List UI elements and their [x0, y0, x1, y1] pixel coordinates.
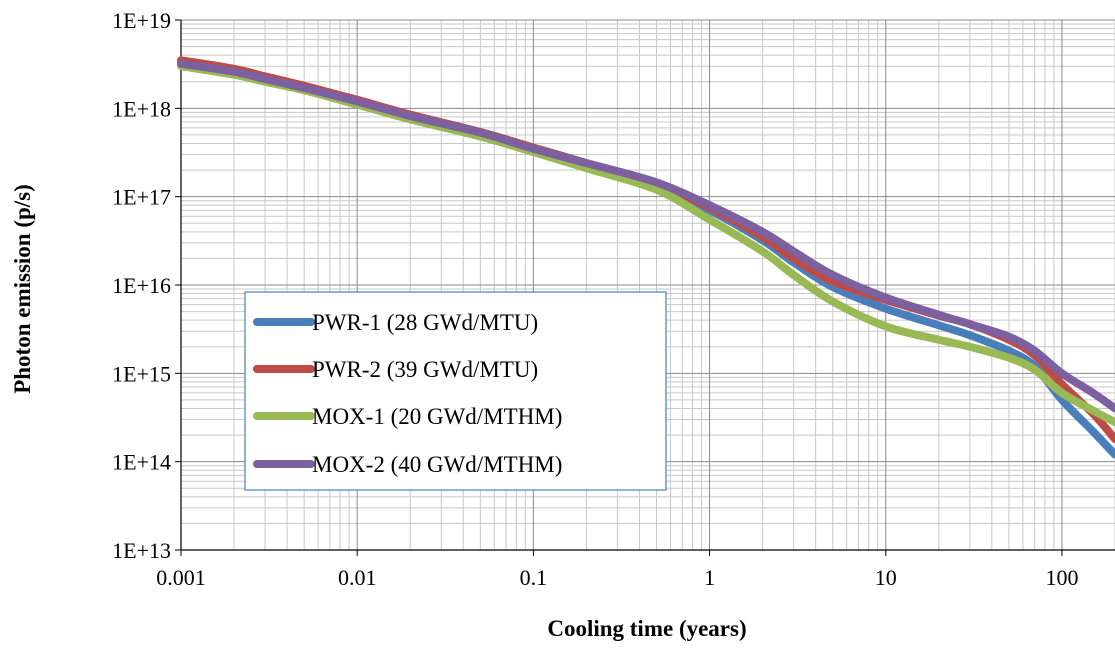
legend-label-2: PWR-2 (39 GWd/MTU)	[312, 357, 538, 382]
y-tick-label: 1E+17	[112, 185, 171, 210]
x-tick-label: 1	[704, 565, 715, 590]
legend-label-4: MOX-2 (40 GWd/MTHM)	[312, 452, 562, 477]
y-axis-title: Photon emission (p/s)	[10, 184, 35, 394]
y-tick-label: 1E+19	[112, 8, 171, 33]
legend-label-1: PWR-1 (28 GWd/MTU)	[312, 310, 538, 335]
y-tick-label: 1E+15	[112, 361, 171, 386]
x-axis-title: Cooling time (years)	[547, 616, 746, 641]
legend-box	[244, 291, 667, 491]
x-tick-labels: 0.001 0.01 0.1 1 10 100	[156, 565, 1078, 590]
y-tick-labels: 1E+13 1E+14 1E+15 1E+16 1E+17 1E+18 1E+19	[112, 8, 171, 563]
legend-label-3: MOX-1 (20 GWd/MTHM)	[312, 404, 562, 429]
y-tick-label: 1E+13	[112, 538, 171, 563]
x-tick-label: 10	[875, 565, 897, 590]
series-line-4	[177, 59, 1115, 413]
axes	[175, 19, 1115, 556]
y-tick-label: 1E+18	[112, 96, 171, 121]
x-tick-label: 0.001	[156, 565, 206, 590]
x-tick-label: 100	[1045, 565, 1078, 590]
y-tick-label: 1E+14	[112, 450, 171, 475]
x-tick-label: 0.1	[520, 565, 548, 590]
series-layer	[177, 56, 1115, 459]
y-tick-label: 1E+16	[112, 273, 171, 298]
x-tick-label: 0.01	[338, 565, 377, 590]
legend: PWR-1 (28 GWd/MTU) PWR-2 (39 GWd/MTU) MOX-…	[244, 291, 667, 491]
